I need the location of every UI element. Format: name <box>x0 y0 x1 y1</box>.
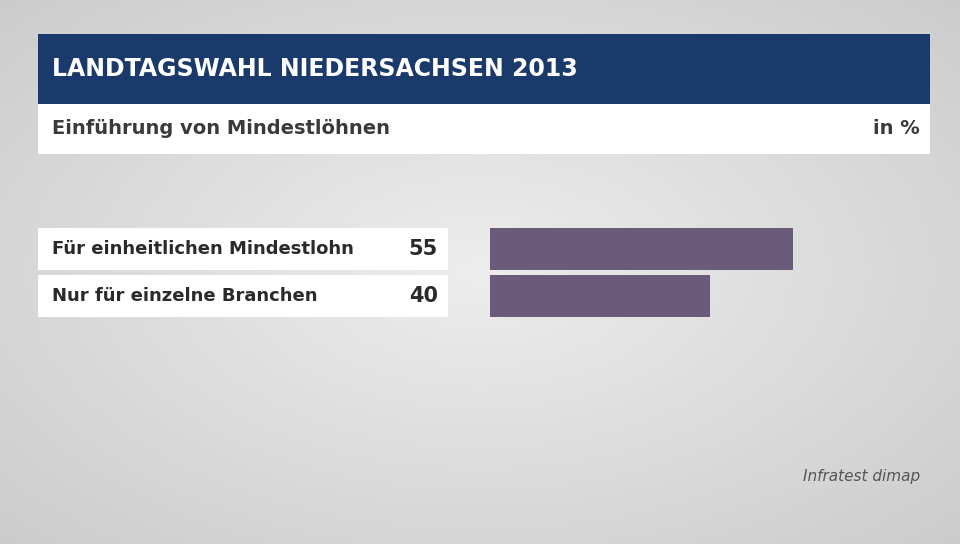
Bar <box>38 104 930 154</box>
Text: Einführung von Mindestlöhnen: Einführung von Mindestlöhnen <box>52 120 390 139</box>
Text: Infratest dimap: Infratest dimap <box>803 469 920 484</box>
Bar <box>38 275 448 317</box>
Bar <box>490 275 710 317</box>
Bar <box>490 228 793 270</box>
Text: LANDTAGSWAHL NIEDERSACHSEN 2013: LANDTAGSWAHL NIEDERSACHSEN 2013 <box>52 57 578 81</box>
Text: 55: 55 <box>409 239 438 259</box>
Text: Nur für einzelne Branchen: Nur für einzelne Branchen <box>52 287 318 305</box>
Bar <box>38 228 448 270</box>
Bar <box>38 34 930 104</box>
Text: 40: 40 <box>409 286 438 306</box>
Text: in %: in % <box>874 120 920 139</box>
Text: Für einheitlichen Mindestlohn: Für einheitlichen Mindestlohn <box>52 240 354 258</box>
